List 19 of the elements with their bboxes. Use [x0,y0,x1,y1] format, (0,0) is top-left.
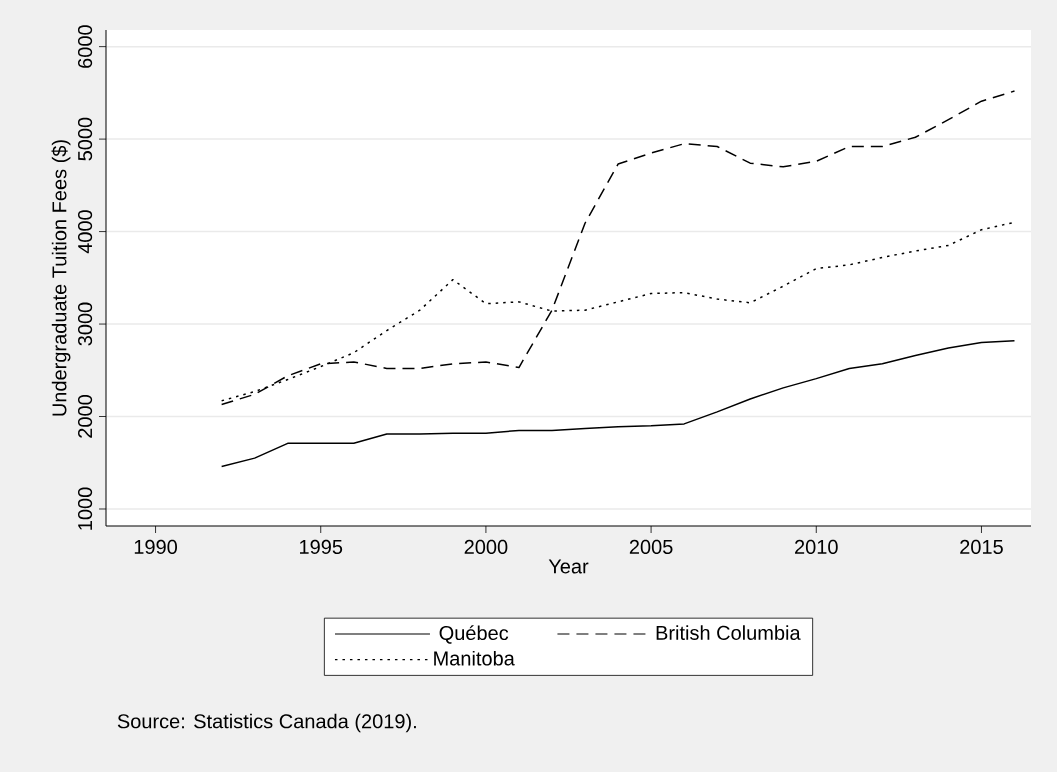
source-note: Source: Statistics Canada (2019). [117,713,416,733]
legend-label: Québec [439,625,509,644]
x-tick-label: 1990 [134,539,178,555]
y-axis-title: Undergraduate Tuition Fees ($) [51,140,71,416]
x-tick-label: 2015 [960,539,1003,555]
x-tick-label: 1995 [300,539,343,555]
y-tick-label: 2000 [78,395,93,438]
x-tick-label: 2010 [795,539,838,555]
x-tick-label: 2005 [629,539,673,555]
legend-label: Manitoba [434,650,515,666]
x-axis-title: Year [548,559,589,574]
legend-label: British Columbia [656,625,801,640]
y-tick-label: 5000 [78,117,93,161]
y-tick-label: 3000 [78,302,93,346]
x-tick-label: 2000 [464,539,508,555]
y-tick-label: 6000 [78,25,93,68]
y-tick-label: 1000 [78,487,93,530]
y-tick-label: 4000 [78,210,93,254]
line-series [220,90,1016,406]
